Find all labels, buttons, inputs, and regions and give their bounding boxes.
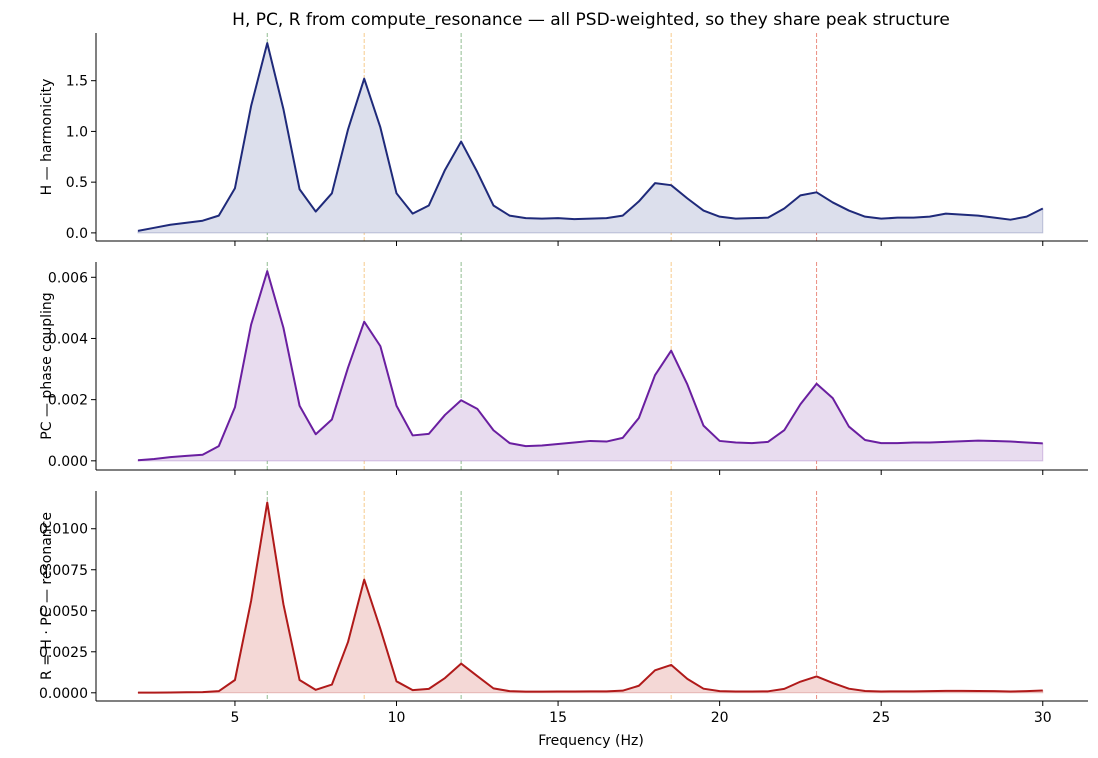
series-line [138,501,1043,694]
y-tick-label: 0.5 [66,175,88,191]
y-tick-label: 0.0025 [39,645,88,661]
y-tick-label: 0.002 [48,393,88,409]
series-line [137,42,1044,232]
x-tick-label: 25 [872,710,890,726]
y-tick-label: 0.0075 [39,563,88,579]
panel-2: 0.000 0.002 0.004 0.006 PC — phase coupling [39,262,1088,475]
chart-title: H, PC, R from compute_resonance — all PS… [232,10,950,30]
x-tick-label: 20 [711,710,729,726]
y-axis-label: PC — phase coupling [39,292,55,439]
series-area [137,269,1044,462]
x-tick-label: 10 [388,710,406,726]
y-tick-label: 0.000 [48,454,88,470]
x-tick-label: 30 [1034,710,1052,726]
panels: 0.00.51.01.5H — harmonicity0.0000.0020.0… [39,33,1088,726]
panel-3: 0.0000 0.0025 0.0050 0.0075 0.0100 5 10 15 20 25 3… [39,491,1088,726]
y-tick-label: 0.0000 [39,686,88,702]
y-tick-label: 0.006 [48,270,88,286]
panel-1: 0.0 0.5 1.0 1.5 H — harmonicity [39,33,1088,246]
x-tick-label: 15 [549,710,567,726]
x-tick-label: 5 [230,710,239,726]
y-tick-label: 0.0 [66,226,88,242]
y-tick-label: 0.0050 [39,604,88,620]
x-axis-label: Frequency (Hz) [538,733,644,749]
y-tick-label: 1.0 [66,124,88,140]
series-area [137,502,1044,694]
y-tick-label: 0.0100 [39,522,88,538]
y-tick-label: 0.004 [48,331,88,347]
y-axis-label: R = H · PC — resonance [39,512,55,680]
y-axis-label: H — harmonicity [39,79,55,196]
series-line [137,270,1043,462]
y-tick-label: 1.5 [66,74,88,90]
